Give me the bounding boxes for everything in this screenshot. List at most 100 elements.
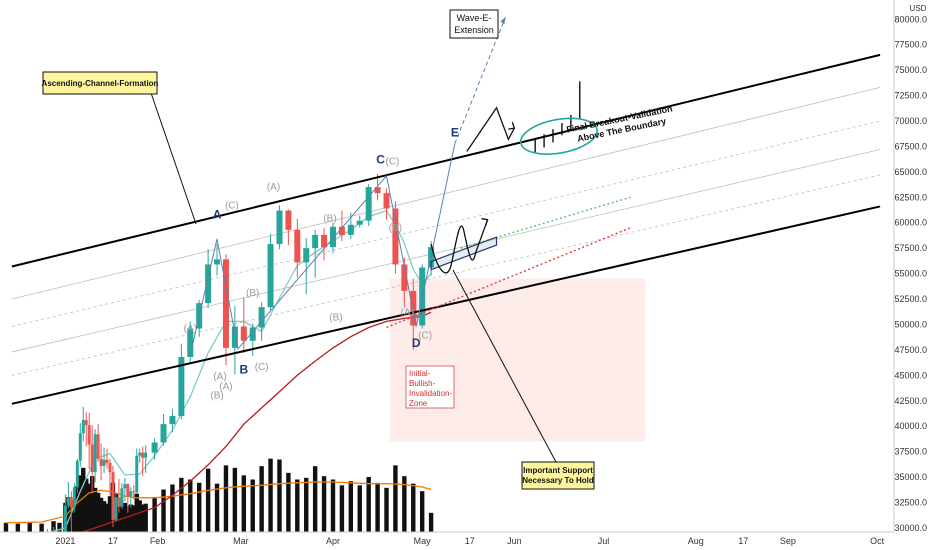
wave-label-10: (B) [210,391,223,402]
wave-label-8: (C) [255,362,269,373]
invalidation-zone [389,278,646,442]
volume-bar-43 [232,467,238,532]
volume-bar-56 [348,481,354,532]
price-tick-20: 80000.0 [894,14,927,24]
volume-bar-21 [107,496,113,532]
invalidation-zone-layer [389,278,646,442]
support-callout-box [521,461,595,490]
candle-body-48 [240,326,247,341]
wave-label-2: C [376,153,385,167]
wave-label-3: D [412,336,421,350]
breakout-path-arrowhead [508,121,516,130]
wave-e-title-line2: Extension [454,25,494,35]
candle-body-28 [117,497,121,507]
volume-bar-62 [402,476,407,532]
price-axis-panel [894,0,932,550]
volume-bar-40 [205,468,211,532]
volume-bar-46 [259,466,264,532]
volume-bar-4 [51,521,56,532]
time-tick-3: Mar [233,536,249,546]
volume-bar-45 [250,479,255,532]
volume-bar-14 [86,483,92,532]
price-tick-2: 35000.0 [894,472,927,482]
volume-bar-42 [223,465,229,532]
volume-bar-53 [321,476,327,532]
candle-body-33 [132,491,136,493]
channel-midline-3 [11,174,881,376]
volume-bar-39 [197,482,202,532]
time-tick-2: Feb [150,536,166,546]
wave-label-1: B [239,362,248,376]
volume-bar-57 [357,485,362,532]
wave-label-9: (A) [219,382,232,393]
price-tick-9: 52500.0 [894,294,927,304]
candle-body-62 [365,187,372,221]
support-box [430,236,498,271]
volume-bar-44 [241,475,246,532]
price-tick-15: 67500.0 [894,141,927,151]
price-tick-4: 40000.0 [894,421,927,431]
invalidation-line-4: Zone [409,399,428,408]
volume-bar-13 [84,478,89,532]
price-tick-19: 77500.0 [894,40,927,50]
candle-body-42 [187,328,194,358]
price-tick-12: 60000.0 [894,218,927,228]
candle-body-44 [205,264,212,304]
volume-bar-28 [128,504,134,532]
currency-label: USD [910,4,927,13]
volume-bar-12 [81,467,86,532]
support-callout-pointer [452,269,557,463]
candle-body-14 [75,460,79,488]
volume-bar-48 [277,459,282,532]
candle-body-25 [108,462,112,472]
volume-bar-61 [393,465,398,532]
volume-bar-36 [170,484,175,532]
volume-bar-5 [57,522,62,532]
price-tick-8: 50000.0 [894,319,927,329]
volume-bar-0 [3,522,9,532]
channel-callout-text: Ascending-Channel-Formation [42,79,159,88]
volume-bar-16 [92,487,98,532]
volume-bar-35 [161,489,166,532]
candle-body-12 [69,497,73,508]
time-tick-0: 2021 [55,536,75,546]
support-callout-line2: Necessary To Hold [522,476,594,485]
time-tick-labels: 2021 17 Feb Mar Apr May 17 Jun Jul Aug 17 Sep Oct [55,536,884,546]
price-tick-17: 72500.0 [894,91,927,101]
volume-bar-65 [428,512,434,532]
channel-midlines [11,87,881,376]
projected-path-arrowhead [481,218,489,226]
candle-body-24 [105,459,109,463]
candle-body-15 [78,433,82,461]
candle-body-39 [160,424,167,443]
volume-bar-60 [384,487,389,532]
candle-body-36 [141,452,145,458]
candle-body-26 [111,471,115,520]
volume-bar-37 [179,477,184,532]
time-tick-1: 17 [108,536,118,546]
candle-body-49 [249,327,256,341]
volume-bar-9 [72,500,77,532]
candle-body-16 [81,420,85,434]
volume-bar-31 [137,500,142,532]
price-tick-10: 55000.0 [894,269,927,279]
price-tick-13: 62500.0 [894,192,927,202]
volume-bar-19 [101,501,107,532]
price-tick-labels: 30000.0 32500.0 35000.0 37500.0 40000.0 42500… [894,14,927,533]
volume-bar-33 [143,503,148,532]
candle-body-19 [90,444,94,472]
wave-label-12: (B) [389,223,402,234]
candle-body-37 [144,452,148,458]
volume-bar-63 [411,483,416,532]
volume-bar-34 [152,497,157,532]
price-tick-11: 57500.0 [894,243,927,253]
candle-body-46 [222,259,229,348]
candle-body-21 [96,434,100,459]
volume-bar-29 [131,505,136,532]
candle-body-10 [63,505,67,539]
volume-bar-32 [140,504,145,532]
support-callout-line1: Important Support [523,466,593,475]
volume-bar-3 [39,523,44,532]
volume-bar-47 [268,458,273,532]
